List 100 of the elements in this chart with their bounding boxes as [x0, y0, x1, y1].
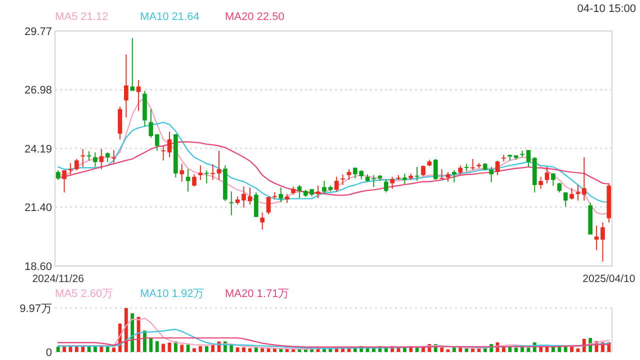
candlestick — [180, 163, 184, 182]
candlestick — [99, 148, 104, 170]
candlestick — [80, 148, 86, 168]
candlestick — [260, 212, 264, 230]
bar — [526, 348, 530, 352]
y-tick-label: 21.40 — [24, 202, 52, 214]
bar — [242, 347, 246, 352]
bar — [56, 346, 60, 352]
candlestick — [557, 182, 562, 193]
bar — [112, 348, 116, 352]
candlestick — [161, 145, 166, 161]
candlestick — [402, 173, 407, 184]
candlestick — [74, 158, 79, 171]
candlestick — [316, 185, 320, 199]
candlestick — [582, 156, 586, 202]
bar — [452, 348, 456, 352]
candlestick — [390, 176, 394, 190]
bar — [440, 348, 444, 352]
candlestick — [229, 191, 234, 216]
bar — [155, 341, 159, 352]
text: MA20 1.71万 — [225, 288, 290, 300]
bar — [62, 346, 66, 352]
candlestick — [384, 178, 388, 193]
candlestick — [167, 131, 172, 158]
candlestick — [452, 170, 456, 183]
text: MA20 22.50 — [225, 11, 284, 23]
candlestick — [563, 192, 568, 208]
x-tick-label: 2025/04/10 — [582, 273, 636, 285]
candlestick — [242, 186, 246, 208]
bar — [180, 344, 184, 352]
candlestick — [433, 158, 438, 180]
bar — [192, 348, 196, 352]
bar — [100, 346, 104, 352]
bar — [471, 348, 474, 352]
candlestick — [489, 166, 494, 183]
candlestick — [538, 176, 543, 190]
candlestick — [495, 160, 500, 176]
bar — [514, 348, 518, 352]
bar — [254, 347, 258, 352]
candlestick — [210, 164, 215, 180]
candlestick — [440, 168, 444, 180]
bar — [260, 348, 264, 352]
text: MA10 1.92万 — [140, 288, 204, 300]
y-tick-label: 26.98 — [24, 84, 52, 97]
candlestick — [576, 184, 580, 202]
bar — [248, 348, 252, 352]
candlestick — [470, 158, 475, 171]
bar — [81, 346, 85, 352]
candlestick — [266, 196, 271, 215]
bar — [279, 348, 283, 352]
candlestick — [421, 164, 426, 177]
y-tick-label: 24.19 — [24, 143, 52, 156]
text: 04-10 15:00 — [577, 3, 636, 15]
bar — [198, 346, 202, 352]
candlestick — [93, 152, 98, 168]
candlestick — [414, 166, 420, 182]
bar — [74, 346, 78, 352]
text: MA5 21.12 — [55, 11, 108, 23]
bar — [106, 346, 110, 352]
candlestick — [340, 174, 345, 186]
candlestick — [192, 174, 196, 187]
candlestick — [544, 166, 550, 184]
candlestick — [204, 170, 209, 184]
bar — [162, 344, 166, 352]
x-tick-label: 2024/11/26 — [32, 273, 84, 285]
candlestick — [124, 54, 128, 118]
line-series — [57, 337, 610, 348]
text: MA5 2.60万 — [55, 288, 114, 300]
bar — [464, 348, 468, 352]
y-tick-label: 18.60 — [24, 261, 52, 273]
candlestick — [62, 170, 66, 193]
candlestick — [68, 162, 73, 175]
y-tick-label: 0 — [46, 347, 52, 359]
candlestick — [148, 108, 154, 138]
bar — [236, 347, 240, 352]
candlestick — [136, 80, 141, 112]
y-tick-label: 9.97万 — [20, 303, 52, 315]
candlestick — [570, 188, 574, 200]
bar — [204, 346, 208, 352]
candlestick — [154, 134, 160, 152]
candlestick — [112, 150, 116, 164]
candlestick — [105, 152, 110, 163]
candlestick — [278, 187, 284, 203]
candlestick — [600, 222, 605, 262]
candlestick — [254, 192, 258, 218]
candlestick — [297, 184, 302, 199]
bar — [124, 308, 128, 352]
candlestick — [334, 176, 339, 192]
candlestick — [216, 150, 222, 180]
candlestick — [372, 174, 376, 188]
candlestick — [86, 150, 92, 161]
bar — [94, 346, 97, 352]
candlestick — [56, 170, 60, 180]
candlestick — [458, 164, 463, 176]
y-tick-label: 29.77 — [24, 26, 52, 38]
text: MA10 21.64 — [140, 11, 200, 23]
candlestick — [130, 38, 135, 92]
bar — [186, 344, 190, 352]
bar — [149, 338, 153, 352]
candlestick — [551, 172, 556, 186]
